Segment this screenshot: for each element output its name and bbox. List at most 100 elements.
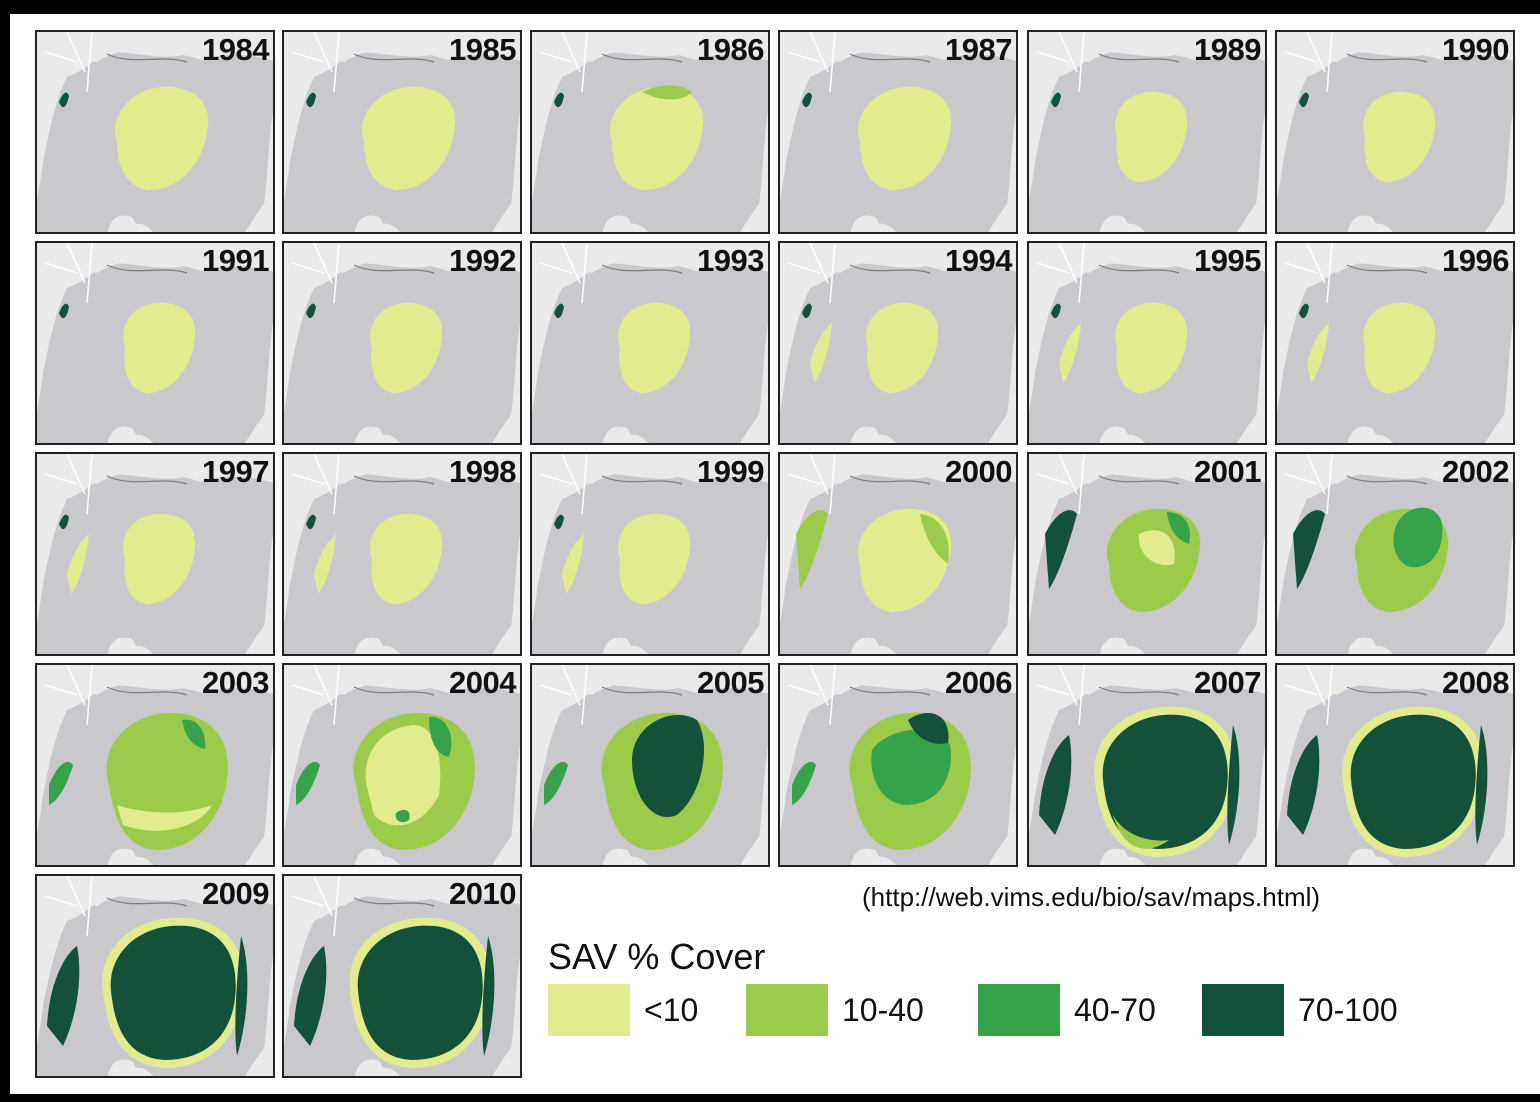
sav-bed-1994-2 — [802, 303, 812, 319]
sav-map-2001 — [1029, 454, 1265, 654]
map-panel-1992: 1992 — [282, 241, 522, 445]
sav-bed-1990-0 — [1363, 91, 1436, 182]
map-panel-2006: 2006 — [778, 663, 1018, 867]
year-label: 1997 — [202, 454, 269, 489]
sav-bed-1986-0 — [610, 86, 704, 190]
year-label: 2005 — [697, 665, 764, 700]
year-label: 1999 — [697, 454, 764, 489]
map-panel-1986: 1986 — [530, 30, 770, 234]
sav-map-1999 — [532, 454, 768, 654]
sav-bed-2003-3 — [49, 761, 73, 805]
sav-map-1990 — [1277, 32, 1513, 232]
year-label: 2000 — [945, 454, 1012, 489]
sav-map-1992 — [284, 243, 520, 443]
sav-map-1986 — [532, 32, 768, 232]
sav-bed-1995-2 — [1051, 303, 1061, 319]
map-panel-grid: 1984 1985 1986 1987 1989 1990 1991 1992 1993 1994… — [10, 14, 1540, 1094]
sav-bed-1994-1 — [810, 323, 832, 383]
sav-bed-2007-1 — [1102, 714, 1228, 849]
sav-map-1997 — [37, 454, 273, 654]
sav-map-2008 — [1277, 665, 1513, 865]
year-label: 1993 — [697, 243, 764, 278]
sav-bed-2006-3 — [792, 761, 816, 805]
sav-bed-1997-2 — [59, 514, 69, 530]
map-panel-1984: 1984 — [35, 30, 275, 234]
sav-bed-2001-2 — [1167, 512, 1191, 544]
sav-bed-1995-1 — [1059, 323, 1081, 383]
sav-bed-2006-1 — [871, 729, 951, 805]
sav-bed-1997-0 — [123, 513, 196, 604]
year-label: 1987 — [945, 32, 1012, 67]
sav-bed-1994-0 — [866, 302, 939, 393]
year-label: 1984 — [202, 32, 269, 67]
sav-bed-1996-1 — [1307, 323, 1329, 383]
map-panel-1995: 1995 — [1027, 241, 1267, 445]
sav-bed-1992-1 — [306, 303, 316, 319]
sav-bed-1998-1 — [314, 534, 336, 594]
sav-bed-2008-1 — [1350, 714, 1476, 849]
sav-bed-2002-1 — [1393, 507, 1443, 568]
sav-bed-1991-1 — [59, 303, 69, 319]
map-panel-2008: 2008 — [1275, 663, 1515, 867]
sav-map-1991 — [37, 243, 273, 443]
map-panel-2002: 2002 — [1275, 452, 1515, 656]
sav-bed-1985-0 — [362, 86, 456, 190]
sav-bed-2007-3 — [1227, 725, 1240, 845]
sav-map-2000 — [780, 454, 1016, 654]
map-panel-1990: 1990 — [1275, 30, 1515, 234]
sav-bed-2001-1 — [1138, 530, 1175, 565]
year-label: 2009 — [202, 876, 269, 911]
year-label: 1989 — [1194, 32, 1261, 67]
sav-bed-2008-3 — [1475, 725, 1488, 845]
year-label: 1994 — [945, 243, 1012, 278]
sav-bed-1997-1 — [67, 534, 89, 594]
legend-label-lt10: <10 — [644, 992, 699, 1028]
map-panel-2001: 2001 — [1027, 452, 1267, 656]
legend-label-70-100: 70-100 — [1298, 992, 1398, 1028]
sav-bed-1995-0 — [1115, 302, 1188, 393]
sav-bed-1990-1 — [1299, 92, 1309, 108]
sav-map-1985 — [284, 32, 520, 232]
map-panel-1993: 1993 — [530, 241, 770, 445]
map-panel-1987: 1987 — [778, 30, 1018, 234]
year-label: 2006 — [945, 665, 1012, 700]
sav-bed-2006-2 — [908, 713, 949, 744]
sav-bed-2008-2 — [1287, 735, 1320, 835]
sav-bed-1996-2 — [1299, 303, 1309, 319]
sav-bed-1984-0 — [115, 86, 209, 190]
map-panel-2003: 2003 — [35, 663, 275, 867]
sav-bed-2005-1 — [632, 714, 705, 817]
sav-bed-2004-1 — [365, 725, 441, 826]
sav-bed-1984-1 — [59, 92, 69, 108]
legend-title: SAV % Cover — [548, 936, 766, 977]
sav-bed-2003-1 — [117, 805, 212, 831]
sav-map-1989 — [1029, 32, 1265, 232]
map-panel-1996: 1996 — [1275, 241, 1515, 445]
year-label: 2004 — [449, 665, 516, 700]
sav-map-1984 — [37, 32, 273, 232]
legend-swatch-70-100 — [1202, 984, 1284, 1036]
sav-bed-1999-1 — [562, 534, 584, 594]
sav-bed-2009-2 — [47, 946, 80, 1046]
map-panel-2010: 2010 — [282, 874, 522, 1078]
year-label: 1985 — [449, 32, 516, 67]
year-label: 2001 — [1194, 454, 1261, 489]
year-label: 1998 — [449, 454, 516, 489]
sav-bed-2005-2 — [544, 761, 568, 805]
year-label: 2007 — [1194, 665, 1261, 700]
year-label: 1992 — [449, 243, 516, 278]
year-label: 1995 — [1194, 243, 1261, 278]
sav-bed-2010-2 — [294, 946, 327, 1046]
sav-bed-1992-0 — [370, 302, 443, 393]
map-panel-1989: 1989 — [1027, 30, 1267, 234]
map-panel-1994: 1994 — [778, 241, 1018, 445]
sav-map-1993 — [532, 243, 768, 443]
map-panel-1997: 1997 — [35, 452, 275, 656]
sav-bed-1999-2 — [554, 514, 564, 530]
sav-bed-1993-1 — [554, 303, 564, 319]
sav-bed-2007-2 — [1039, 735, 1072, 835]
sav-map-1998 — [284, 454, 520, 654]
sav-bed-1987-1 — [802, 92, 812, 108]
map-panel-1998: 1998 — [282, 452, 522, 656]
sav-bed-2003-2 — [182, 719, 206, 749]
